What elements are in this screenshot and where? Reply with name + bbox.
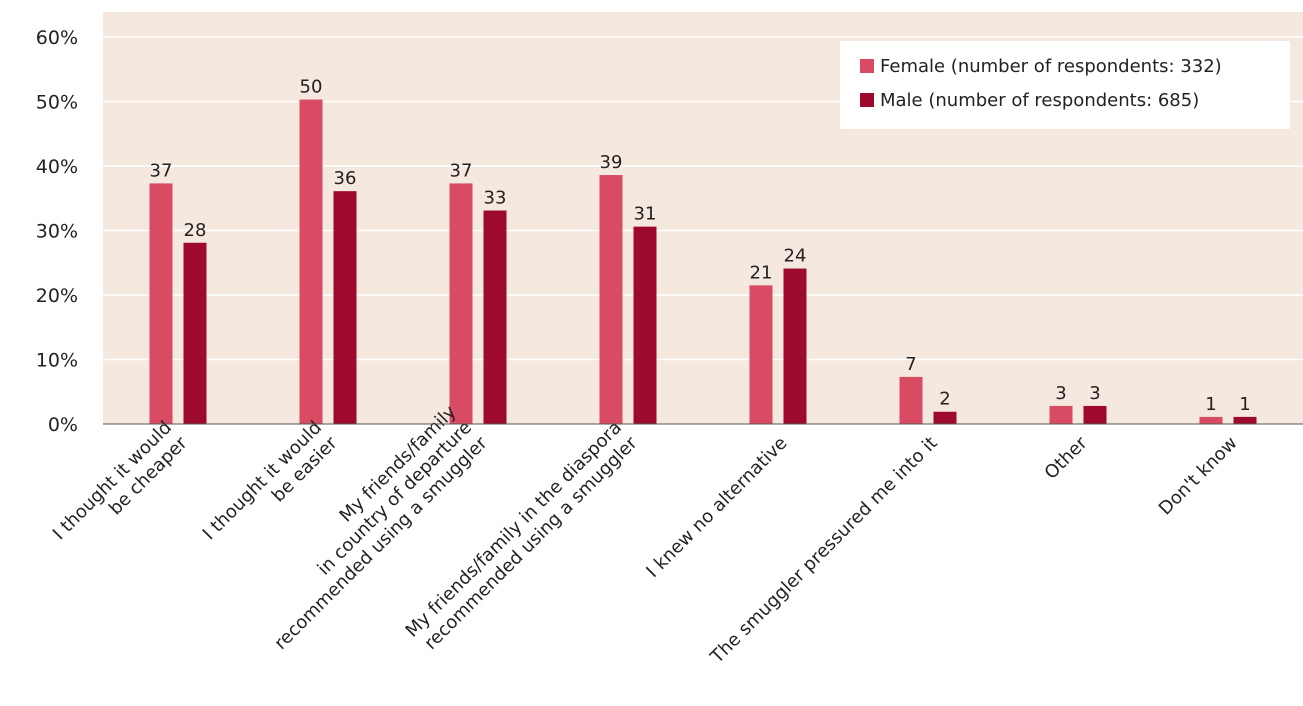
- category-label-line: in country of departure: [314, 417, 476, 579]
- female-bar: [1049, 405, 1073, 424]
- category-label: I thought it wouldbe easier: [199, 417, 342, 560]
- legend-box: [840, 41, 1290, 129]
- legend-label-male: Male (number of respondents: 685): [880, 90, 1199, 111]
- male-data-label: 3: [1089, 383, 1100, 404]
- y-tick-label: 10%: [36, 350, 78, 372]
- female-data-label: 3: [1055, 383, 1066, 404]
- female-bar: [749, 285, 773, 424]
- legend-swatch-male: [860, 93, 874, 107]
- female-data-label: 21: [750, 262, 773, 283]
- female-data-label: 37: [150, 160, 173, 181]
- female-data-label: 7: [905, 354, 916, 375]
- male-data-label: 36: [334, 168, 357, 189]
- category-label: I thought it wouldbe cheaper: [49, 417, 192, 560]
- y-tick-label: 60%: [36, 27, 78, 49]
- male-bar: [783, 268, 807, 424]
- female-bar: [1199, 416, 1223, 424]
- category-label: Don't know: [1155, 433, 1242, 520]
- category-label-line: I knew no alternative: [642, 433, 791, 582]
- female-bar: [149, 183, 173, 424]
- y-tick-label: 20%: [36, 285, 78, 307]
- category-label-line: Other: [1041, 432, 1092, 483]
- category-label-line: Don't know: [1155, 433, 1242, 520]
- male-data-label: 2: [939, 389, 950, 410]
- female-bar: [899, 376, 923, 424]
- male-bar: [633, 226, 657, 424]
- female-data-label: 37: [450, 160, 473, 181]
- female-bar: [299, 99, 323, 424]
- y-tick-label: 50%: [36, 92, 78, 114]
- male-bar: [1083, 405, 1107, 424]
- male-data-label: 28: [184, 220, 207, 241]
- y-tick-label: 40%: [36, 156, 78, 178]
- female-bar: [449, 183, 473, 424]
- female-data-label: 39: [600, 152, 623, 173]
- female-data-label: 1: [1205, 394, 1216, 415]
- male-bar: [1233, 416, 1257, 424]
- male-data-label: 33: [484, 188, 507, 209]
- y-tick-label: 30%: [36, 221, 78, 243]
- female-data-label: 50: [300, 77, 323, 98]
- male-data-label: 31: [634, 204, 657, 225]
- male-bar: [333, 191, 357, 424]
- category-label: I knew no alternative: [642, 433, 791, 582]
- male-bar: [183, 242, 207, 424]
- category-label: Other: [1041, 432, 1092, 483]
- female-bar: [599, 175, 623, 424]
- male-data-label: 1: [1239, 394, 1250, 415]
- male-data-label: 24: [784, 246, 807, 267]
- y-tick-label: 0%: [48, 414, 78, 436]
- legend-swatch-female: [860, 59, 874, 73]
- male-bar: [933, 411, 957, 424]
- legend-label-female: Female (number of respondents: 332): [880, 56, 1222, 77]
- male-bar: [483, 210, 507, 424]
